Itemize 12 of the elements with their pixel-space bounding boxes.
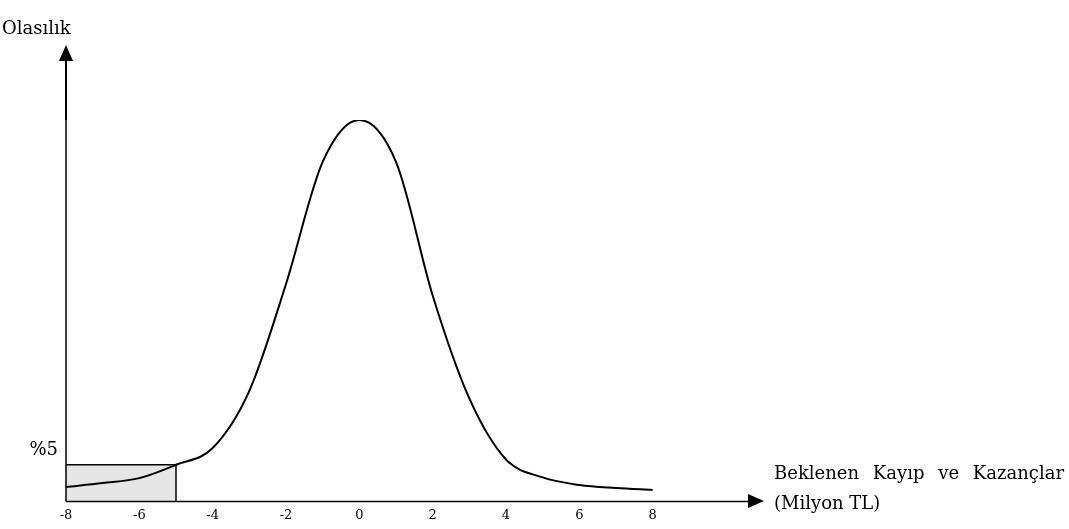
text: %5 — [29, 438, 58, 460]
x-tick-label: 4 — [501, 506, 511, 522]
x-tick-label: 0 — [355, 506, 364, 522]
y-axis-title: Olasılık — [2, 17, 71, 38]
x-tick-label: 2 — [428, 506, 437, 522]
x-tick-label: -8 — [59, 506, 73, 522]
x-tick-label: -2 — [279, 506, 293, 522]
x-tick-label: 8 — [648, 506, 657, 522]
x-tick-label: 6 — [575, 506, 584, 522]
x-tick-label: -6 — [133, 506, 146, 522]
x-tick-label: -4 — [206, 506, 219, 522]
x-axis-title: Beklenen Kayıp ve Kazançlar (Milyon TL) — [774, 461, 1064, 515]
